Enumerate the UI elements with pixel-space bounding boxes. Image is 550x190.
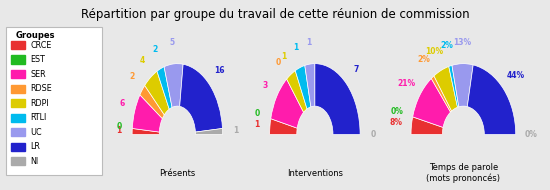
Text: 1: 1 [116,126,121,135]
Text: 4: 4 [140,56,145,65]
Text: 0%: 0% [391,107,404,116]
Text: 0: 0 [116,122,122,131]
Text: LR: LR [31,142,40,151]
Text: Temps de parole
(mots prononcés): Temps de parole (mots prononcés) [426,163,500,183]
Wedge shape [132,128,160,135]
Wedge shape [195,128,223,135]
Wedge shape [287,71,307,112]
FancyBboxPatch shape [6,27,102,175]
Text: 2: 2 [129,72,134,81]
Text: 3: 3 [262,81,268,90]
Wedge shape [133,95,162,132]
Text: 5: 5 [170,38,175,47]
Text: 16: 16 [214,66,225,75]
Text: Présents: Présents [160,169,195,178]
Wedge shape [449,65,459,107]
Text: 0: 0 [276,58,281,67]
Text: 0%: 0% [525,130,538,139]
Wedge shape [468,65,516,135]
Text: SER: SER [31,70,46,79]
Bar [11,55,25,64]
Text: 21%: 21% [398,79,416,88]
Text: Interventions: Interventions [287,169,343,178]
Text: 2%: 2% [417,55,430,64]
Wedge shape [431,76,452,112]
Text: EST: EST [31,55,46,64]
Bar [11,99,25,107]
Text: 1: 1 [234,126,239,135]
Text: 2%: 2% [440,41,453,50]
Text: RTLI: RTLI [31,113,47,122]
Bar [11,128,25,136]
Wedge shape [305,64,315,107]
Wedge shape [157,67,172,109]
Text: 7: 7 [354,65,359,74]
Text: 1: 1 [281,52,286,61]
Bar [11,41,25,49]
Text: 1: 1 [293,43,298,52]
Text: 6: 6 [119,99,124,108]
Bar [11,157,25,165]
Text: RDPI: RDPI [31,99,49,108]
Text: 8%: 8% [389,118,403,127]
Wedge shape [452,64,473,107]
Wedge shape [180,64,222,132]
Text: 0: 0 [255,109,260,119]
Text: 1: 1 [254,120,259,129]
Bar [11,143,25,151]
Wedge shape [271,79,304,128]
Text: UC: UC [31,128,42,137]
Text: Répartition par groupe du travail de cette réunion de commission: Répartition par groupe du travail de cet… [81,8,469,21]
Wedge shape [412,78,450,127]
Wedge shape [164,64,183,107]
Wedge shape [270,119,297,135]
Text: 10%: 10% [425,47,443,56]
Text: 0: 0 [371,130,376,139]
Text: RDSE: RDSE [31,84,52,93]
Wedge shape [295,65,311,109]
Bar [11,114,25,122]
Wedge shape [140,86,164,119]
Text: 13%: 13% [453,38,471,47]
Text: 44%: 44% [507,71,525,80]
Text: 2: 2 [153,44,158,54]
Text: 1: 1 [306,39,311,48]
Bar [11,70,25,78]
Text: Groupes: Groupes [15,31,54,40]
Text: NI: NI [31,157,38,166]
Wedge shape [434,66,458,111]
Wedge shape [411,117,443,135]
Text: CRCE: CRCE [31,41,52,50]
Wedge shape [315,64,360,135]
Bar [11,85,25,93]
Wedge shape [145,71,169,115]
